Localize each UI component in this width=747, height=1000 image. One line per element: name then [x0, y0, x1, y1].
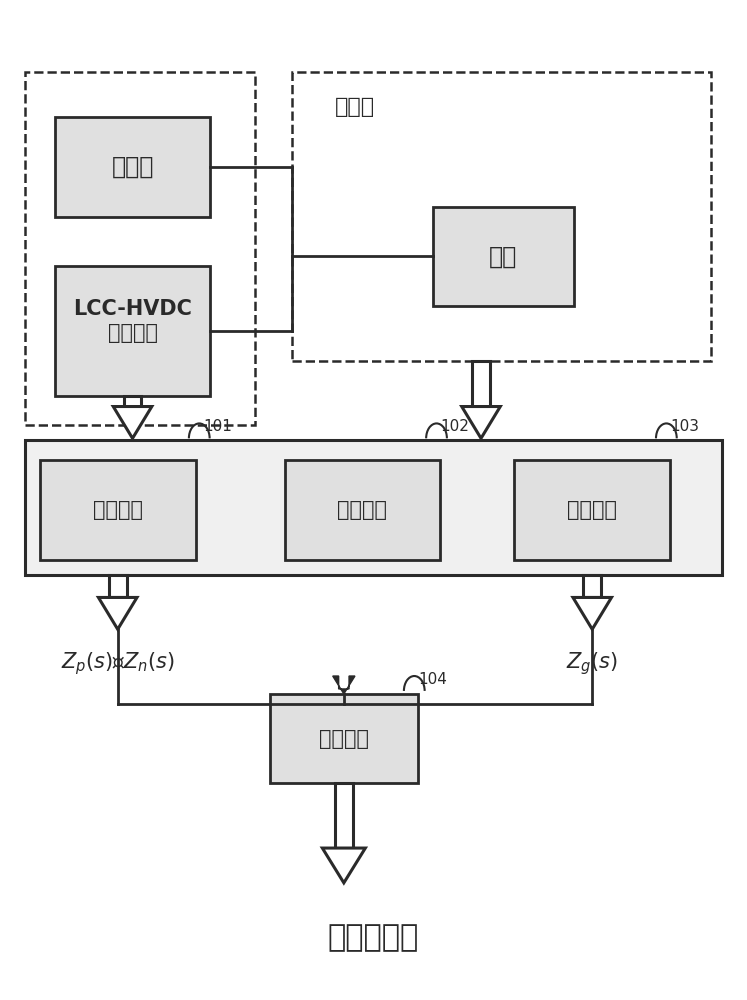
Text: 系统稳定性: 系统稳定性	[328, 923, 419, 952]
Text: 103: 103	[670, 419, 699, 434]
Text: 电网: 电网	[489, 244, 518, 268]
Text: 102: 102	[440, 419, 469, 434]
Bar	[292, 72, 711, 361]
Bar	[472, 361, 490, 407]
Polygon shape	[99, 597, 137, 629]
Bar	[55, 266, 211, 396]
Text: $Z_{\mathregular{p}}(s)$、$Z_{\mathregular{n}}(s)$: $Z_{\mathregular{p}}(s)$、$Z_{\mathregula…	[61, 651, 175, 677]
Text: 101: 101	[203, 419, 232, 434]
Polygon shape	[462, 407, 500, 438]
Bar	[25, 72, 255, 425]
Bar	[124, 396, 141, 407]
Polygon shape	[332, 676, 355, 694]
Polygon shape	[573, 597, 612, 629]
Text: 风电场: 风电场	[111, 155, 154, 179]
Text: LCC-HVDC
送端系统: LCC-HVDC 送端系统	[73, 299, 192, 343]
Bar	[515, 460, 670, 560]
Bar	[285, 460, 440, 560]
Bar	[25, 440, 722, 575]
Bar	[433, 207, 574, 306]
Polygon shape	[114, 407, 152, 438]
Bar	[109, 575, 126, 597]
Text: 判断模块: 判断模块	[319, 729, 369, 749]
Text: 并网点: 并网点	[335, 97, 375, 117]
Bar	[55, 117, 211, 217]
Bar	[583, 575, 601, 597]
Bar	[335, 783, 353, 848]
Bar	[40, 460, 196, 560]
Polygon shape	[323, 848, 365, 883]
Text: 104: 104	[418, 672, 447, 687]
Text: $Z_{\mathregular{g}}(s)$: $Z_{\mathregular{g}}(s)$	[566, 651, 619, 677]
Bar	[270, 694, 418, 783]
Text: 采集模块: 采集模块	[338, 500, 388, 520]
Text: 获取模块: 获取模块	[93, 500, 143, 520]
Text: 计算模块: 计算模块	[567, 500, 617, 520]
